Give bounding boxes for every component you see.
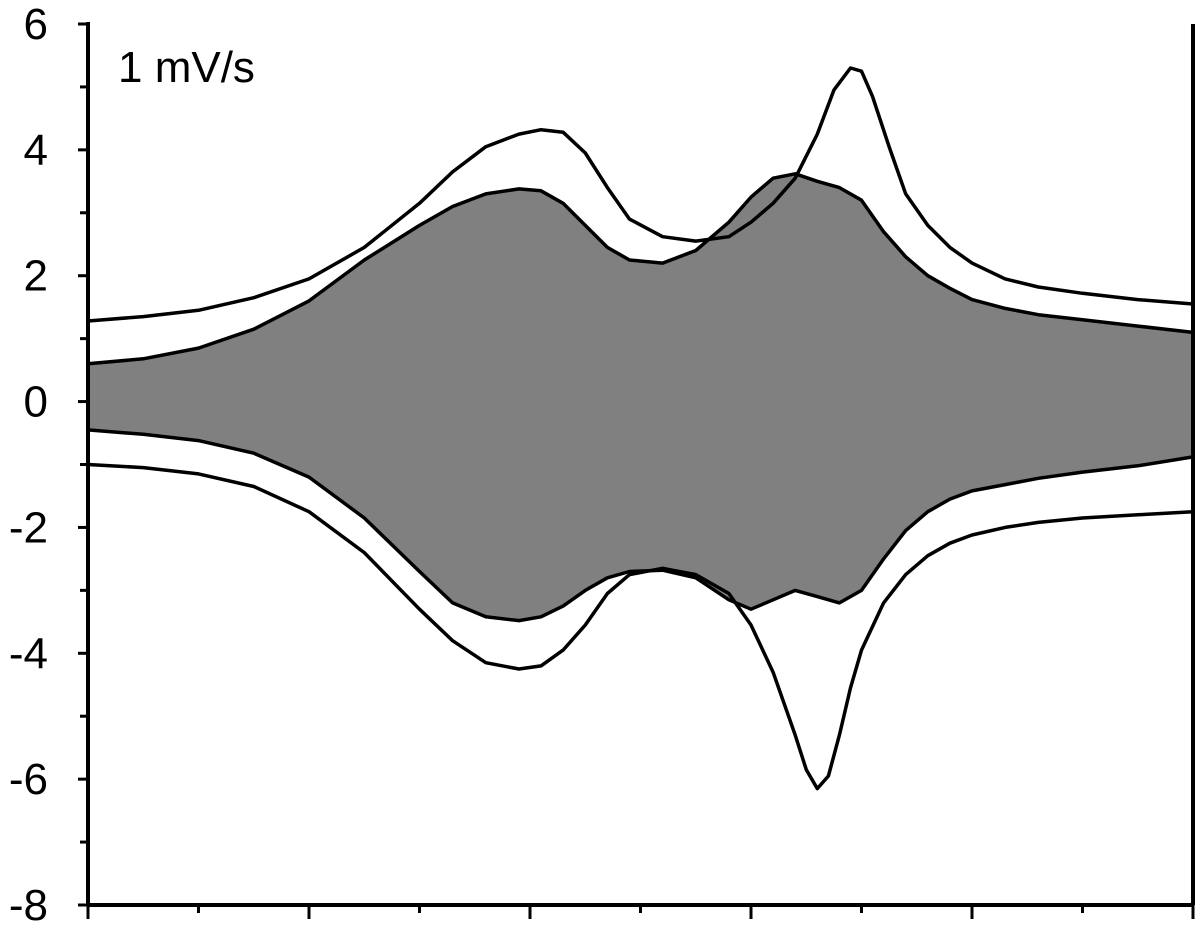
- gray-fill-region: [88, 173, 1193, 621]
- curve-layer: [87, 66, 1194, 791]
- y-tick-label: -8: [9, 881, 48, 927]
- series-inner-upper: [87, 172, 1194, 366]
- y-tick-label: 0: [24, 378, 48, 427]
- y-tick-label: -2: [9, 503, 48, 552]
- y-tick-label: 4: [24, 126, 48, 175]
- scan-rate-annotation: 1 mV/s: [118, 43, 255, 92]
- y-tick-label: -4: [9, 629, 48, 678]
- series-outer-upper: [87, 66, 1194, 323]
- axes: -8 -6 -4 -2 0 2 4 6: [9, 0, 1195, 927]
- y-tick-label: -6: [9, 755, 48, 804]
- filled-band: [88, 173, 1193, 621]
- y-tick-label: 2: [24, 252, 48, 301]
- y-tick-label: 6: [24, 0, 48, 49]
- series-outer-lower: [87, 462, 1194, 791]
- series-inner-lower: [87, 428, 1194, 623]
